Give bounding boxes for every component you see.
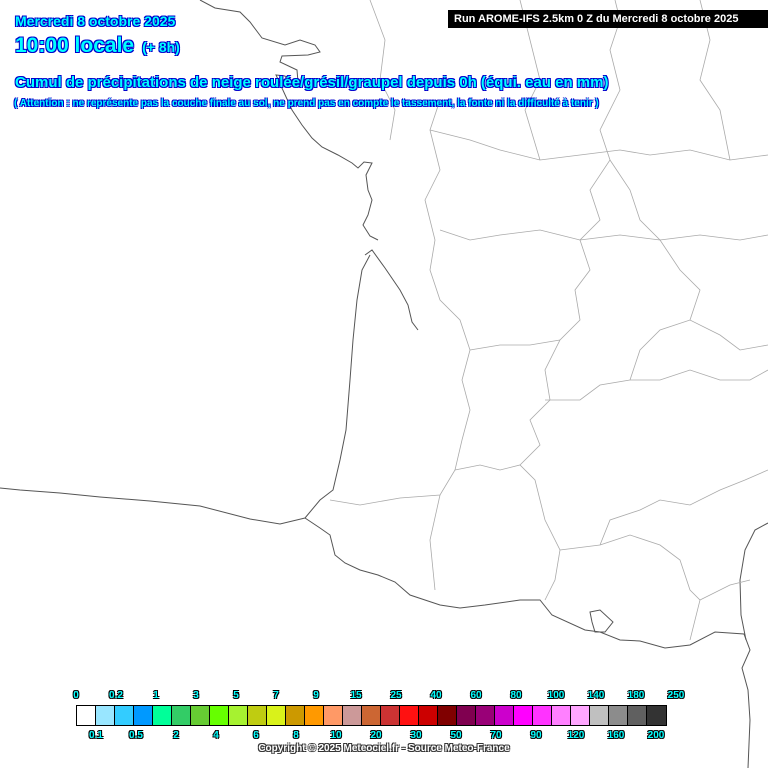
legend-label-top: 0 <box>73 690 79 701</box>
legend-label-bottom: 2 <box>173 730 179 741</box>
map-title: Cumul de précipitations de neige roulée/… <box>15 74 609 91</box>
legend-label-bottom: 4 <box>213 730 219 741</box>
legend-label-top: 100 <box>547 690 565 701</box>
legend-swatch <box>172 706 191 725</box>
legend-swatch <box>210 706 229 725</box>
legend-label-bottom: 30 <box>410 730 422 741</box>
legend-label-top: 0.2 <box>109 690 123 701</box>
legend-swatch <box>248 706 267 725</box>
color-scale-legend <box>76 705 667 726</box>
legend-swatch <box>343 706 362 725</box>
legend-label-top: 9 <box>313 690 319 701</box>
legend-swatch <box>438 706 457 725</box>
legend-swatch <box>96 706 115 725</box>
legend-swatch <box>191 706 210 725</box>
legend-swatch <box>457 706 476 725</box>
legend-label-bottom: 6 <box>253 730 259 741</box>
legend-swatch <box>115 706 134 725</box>
legend-label-top: 60 <box>470 690 482 701</box>
legend-swatch <box>362 706 381 725</box>
model-run-label: Run AROME-IFS 2.5km 0 Z du Mercredi 8 oc… <box>448 10 768 28</box>
legend-swatch <box>476 706 495 725</box>
legend-swatch <box>419 706 438 725</box>
legend-label-top: 25 <box>390 690 402 701</box>
legend-swatch <box>533 706 552 725</box>
legend-swatch <box>647 706 666 725</box>
legend-swatch <box>571 706 590 725</box>
legend-label-top: 40 <box>430 690 442 701</box>
lead-time: (+ 8h) <box>142 39 180 55</box>
legend-swatch <box>552 706 571 725</box>
legend-label-top: 180 <box>627 690 645 701</box>
legend-swatch <box>267 706 286 725</box>
legend-label-top: 5 <box>233 690 239 701</box>
legend-swatch <box>229 706 248 725</box>
legend-swatch <box>400 706 419 725</box>
legend-label-bottom: 70 <box>490 730 502 741</box>
legend-label-top: 15 <box>350 690 362 701</box>
legend-swatch <box>381 706 400 725</box>
legend-swatch <box>628 706 647 725</box>
legend-swatch <box>609 706 628 725</box>
legend-label-top: 250 <box>667 690 685 701</box>
legend-label-top: 1 <box>153 690 159 701</box>
legend-swatch <box>305 706 324 725</box>
legend-swatch <box>134 706 153 725</box>
legend-swatch <box>153 706 172 725</box>
legend-label-bottom: 200 <box>647 730 665 741</box>
legend-label-bottom: 120 <box>567 730 585 741</box>
legend-label-bottom: 0.5 <box>129 730 143 741</box>
forecast-date: Mercredi 8 octobre 2025 <box>15 13 176 29</box>
copyright: Copyright © 2025 Meteociel.fr - Source M… <box>258 743 510 754</box>
department-borders <box>329 0 768 641</box>
legend-label-bottom: 20 <box>370 730 382 741</box>
legend-label-bottom: 50 <box>450 730 462 741</box>
local-time: 10:00 locale <box>15 34 135 57</box>
legend-label-top: 140 <box>587 690 605 701</box>
legend-label-bottom: 10 <box>330 730 342 741</box>
legend-swatch <box>286 706 305 725</box>
legend-swatch <box>495 706 514 725</box>
legend-label-bottom: 160 <box>607 730 625 741</box>
legend-label-bottom: 0.1 <box>89 730 103 741</box>
legend-label-bottom: 8 <box>293 730 299 741</box>
legend-swatch <box>590 706 609 725</box>
legend-swatch <box>514 706 533 725</box>
legend-swatch <box>324 706 343 725</box>
legend-label-top: 80 <box>510 690 522 701</box>
legend-swatch <box>77 706 96 725</box>
legend-label-bottom: 90 <box>530 730 542 741</box>
forecast-time: 10:00 locale (+ 8h) <box>15 34 180 58</box>
warning-note: ( Attention : ne représente pas la couch… <box>14 98 599 109</box>
legend-label-top: 7 <box>273 690 279 701</box>
legend-label-top: 3 <box>193 690 199 701</box>
